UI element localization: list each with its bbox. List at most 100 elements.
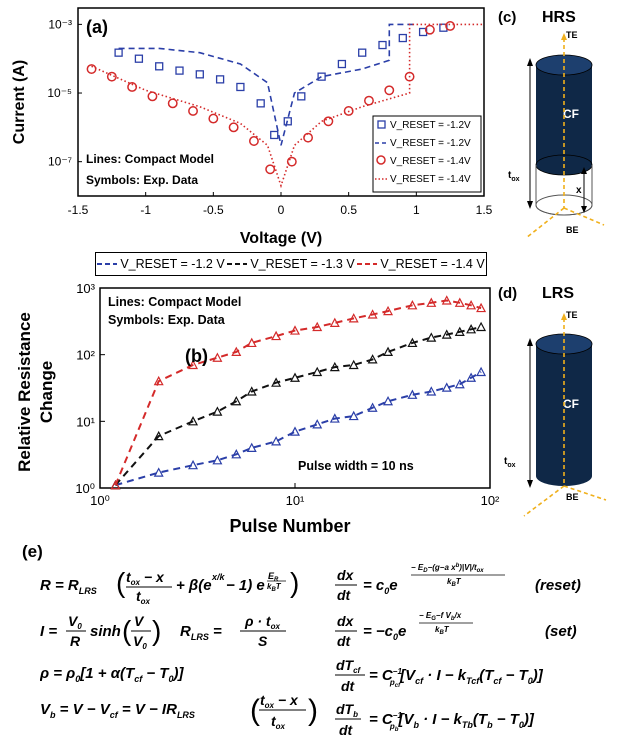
svg-text:sinh: sinh bbox=[90, 623, 121, 640]
panel-a-legend-item-4: V_RESET = -1.4V bbox=[390, 174, 471, 185]
a-circle-point bbox=[167, 98, 178, 109]
panel-c-be-label: BE bbox=[566, 225, 579, 235]
a-circle-point bbox=[424, 24, 435, 35]
svg-text:tox: tox bbox=[271, 713, 286, 731]
b-y-tick-label: 10¹ bbox=[76, 414, 95, 429]
panel-b-legend-item-3: V_RESET = -1.4 V bbox=[357, 257, 485, 271]
svg-text:I =: I = bbox=[40, 623, 57, 640]
a-circle-point bbox=[343, 106, 354, 116]
b-triangle-point bbox=[367, 402, 378, 412]
a-square-point bbox=[270, 130, 279, 140]
panel-b-y-ticks: 10⁰ 10¹ 10² 10³ bbox=[75, 281, 105, 496]
b-triangle-point bbox=[153, 467, 164, 477]
svg-text:(set): (set) bbox=[545, 623, 577, 640]
svg-text:RLRS =: RLRS = bbox=[180, 623, 222, 642]
b-triangle-point bbox=[476, 321, 487, 332]
svg-text:ρ = ρ0[1 + α(Tcf − T0)]: ρ = ρ0[1 + α(Tcf − T0)] bbox=[40, 665, 184, 684]
a-square-point bbox=[283, 117, 292, 126]
panel-b-note-symbols: Symbols: Exp. Data bbox=[108, 313, 226, 327]
b-triangle-point bbox=[212, 352, 223, 362]
panel-c-title: HRS bbox=[542, 9, 576, 26]
b-triangle-point bbox=[312, 321, 323, 332]
svg-text:V0: V0 bbox=[133, 633, 147, 650]
a-circle-point bbox=[384, 85, 395, 96]
b-triangle-point bbox=[188, 459, 199, 470]
a-circle-point bbox=[303, 132, 314, 143]
b-x-tick-label: 10¹ bbox=[286, 493, 305, 508]
a-x-tick-label: 0.5 bbox=[340, 203, 357, 217]
a-square-point bbox=[256, 99, 265, 108]
b-triangle-point bbox=[271, 436, 282, 446]
svg-text:): ) bbox=[290, 568, 299, 598]
panel-a-y-axis-label: Current (A) bbox=[11, 60, 28, 144]
b-triangle-point bbox=[212, 406, 223, 416]
a-model-line-1 bbox=[118, 23, 417, 146]
panel-b-x-axis-label: Pulse Number bbox=[229, 516, 350, 536]
equation-resistance: R = RLRS ( tox − x tox + β(e x/k − 1) e … bbox=[40, 567, 325, 609]
svg-text:dt: dt bbox=[339, 722, 354, 738]
svg-text:= −c0e: = −c0e bbox=[363, 623, 406, 642]
a-y-tick-label: 10⁻⁵ bbox=[47, 86, 72, 100]
panel-c-label: (c) bbox=[498, 9, 516, 26]
panel-a-legend-item-1: V_RESET = -1.2V bbox=[390, 120, 471, 131]
b-triangle-point bbox=[348, 313, 359, 323]
b-triangle-point bbox=[476, 302, 487, 313]
a-circle-point bbox=[445, 20, 456, 31]
svg-text:tox: tox bbox=[136, 588, 151, 604]
panel-a-y-ticks: 10⁻³ 10⁻⁵ 10⁻⁷ bbox=[47, 17, 82, 169]
svg-text:): ) bbox=[308, 694, 318, 727]
b-triangle-point bbox=[441, 329, 452, 339]
svg-text:dt: dt bbox=[337, 587, 352, 603]
equation-dtb-dt: dTb dt = C−1 pb[Vb · I − kTb(Tb − T0)] bbox=[335, 698, 620, 745]
b-triangle-point bbox=[476, 366, 487, 377]
a-circle-point bbox=[265, 164, 276, 175]
svg-text:V: V bbox=[134, 613, 145, 629]
panel-c-hrs-diagram: (c) HRS TE CF tox x BE bbox=[498, 9, 605, 239]
svg-text:= c0e: = c0e bbox=[363, 577, 398, 596]
svg-text:dt: dt bbox=[341, 678, 356, 694]
panel-a-chart: -1.5 -1 -0.5 0 0.5 1 1.5 10⁻³ 10⁻⁵ 10⁻⁷ (a) Line… bbox=[11, 7, 493, 247]
b-triangle-point bbox=[466, 300, 477, 310]
legend-circle-marker bbox=[376, 155, 386, 165]
panel-d-label: (d) bbox=[498, 285, 517, 302]
panel-b-chart: 10⁰ 10¹ 10² 10⁰ 10¹ 10² 10³ Lines: Compact Mo… bbox=[15, 281, 500, 536]
a-square-point bbox=[398, 33, 407, 43]
panel-d-cf-label: CF bbox=[563, 397, 579, 411]
b-model-line-0 bbox=[115, 371, 482, 487]
panel-d-title: LRS bbox=[542, 285, 574, 302]
svg-text:= C−1pb[Vb · I − kTb(Tb − T0)]: = C−1 pb[Vb · I − kTb(Tb − T0)] bbox=[369, 711, 535, 733]
svg-text:dt: dt bbox=[337, 633, 352, 649]
a-square-point bbox=[195, 70, 204, 79]
panel-c-tox-label: tox bbox=[508, 170, 520, 183]
panel-d-te-label: TE bbox=[566, 310, 578, 320]
a-x-tick-label: -0.5 bbox=[203, 203, 224, 217]
a-y-tick-label: 10⁻⁷ bbox=[48, 155, 72, 169]
equation-resistivity: ρ = ρ0[1 + α(Tcf − T0)] bbox=[39, 660, 330, 689]
b-triangle-point bbox=[231, 395, 242, 406]
b-triangle-point bbox=[246, 386, 257, 396]
svg-text:+ β(e: + β(e bbox=[176, 577, 212, 594]
svg-text:− EG−f Vb/x: − EG−f Vb/x bbox=[419, 611, 462, 622]
a-square-point bbox=[337, 59, 347, 69]
b-triangle-point bbox=[383, 395, 394, 406]
svg-text:dx: dx bbox=[337, 613, 355, 629]
b-triangle-point bbox=[426, 332, 437, 342]
panel-d-lrs-diagram: (d) LRS TE CF tox BE bbox=[498, 285, 607, 517]
svg-text:R = RLRS: R = RLRS bbox=[40, 577, 97, 596]
b-triangle-point bbox=[407, 389, 418, 399]
a-circle-point bbox=[208, 113, 219, 124]
svg-text:Vb = V − Vcf = V − IRLRS: Vb = V − Vcf = V − IRLRS bbox=[40, 701, 195, 720]
b-triangle-point bbox=[329, 317, 340, 327]
b-triangle-point bbox=[383, 346, 394, 357]
b-triangle-point bbox=[271, 330, 282, 341]
svg-text:kBT: kBT bbox=[447, 577, 462, 588]
a-square-point bbox=[378, 40, 387, 50]
b-triangle-point bbox=[426, 297, 437, 307]
b-x-tick-label: 10⁰ bbox=[90, 493, 110, 508]
svg-text:): ) bbox=[152, 615, 161, 646]
svg-text:dTb: dTb bbox=[336, 701, 358, 719]
b-triangle-point bbox=[454, 297, 465, 307]
svg-text:tox − x: tox − x bbox=[260, 692, 299, 710]
svg-text:dTcf: dTcf bbox=[336, 657, 362, 675]
